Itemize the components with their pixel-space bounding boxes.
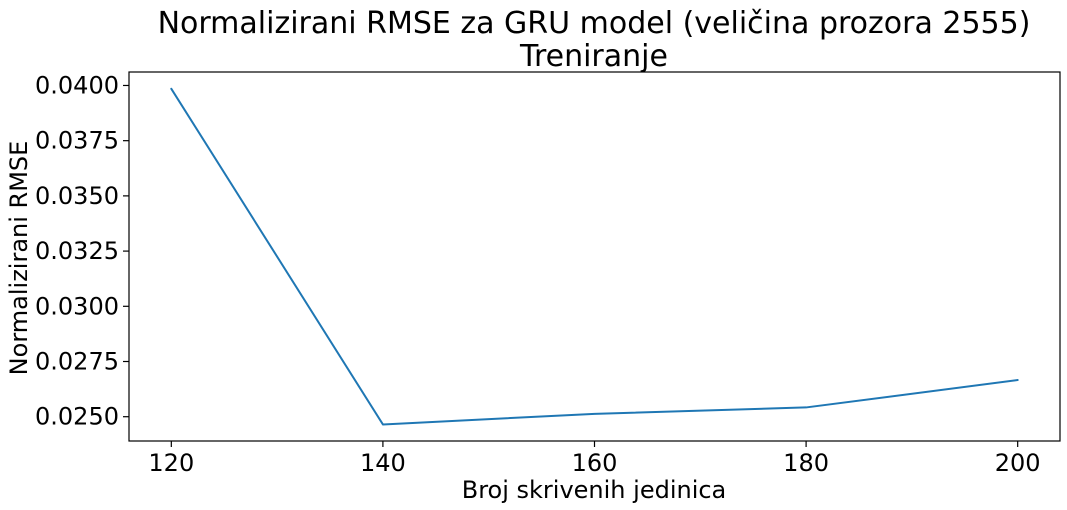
x-tick-label: 180 [783,449,829,477]
x-axis-label: Broj skrivenih jedinica [462,476,727,504]
y-axis-label: Normalizirani RMSE [5,141,33,376]
chart-subtitle: Treniranje [519,39,668,74]
x-tick-label: 200 [995,449,1041,477]
y-axis: 0.0250 0.0275 0.0300 0.0325 0.0350 0.0375 0.04… [35,71,129,431]
y-tick-label: 0.0300 [35,292,119,320]
chart-title: Normalizirani RMSE za GRU model (veličin… [158,6,1031,41]
x-tick-label: 120 [148,449,194,477]
y-tick-label: 0.0250 [35,403,119,431]
y-tick-label: 0.0375 [35,127,119,155]
y-tick-label: 0.0325 [35,237,119,265]
x-tick-label: 140 [360,449,406,477]
series-layer [170,87,1019,426]
x-axis: 120 140 160 180 200 [148,441,1041,477]
x-tick-label: 160 [572,449,618,477]
y-tick-label: 0.0275 [35,348,119,376]
plot-area: 120 140 160 180 200 0.0250 0.0275 0.0300 0.0325… [35,71,1061,477]
y-tick-label: 0.0350 [35,182,119,210]
series-line [170,87,1019,426]
y-tick-label: 0.0400 [35,71,119,99]
